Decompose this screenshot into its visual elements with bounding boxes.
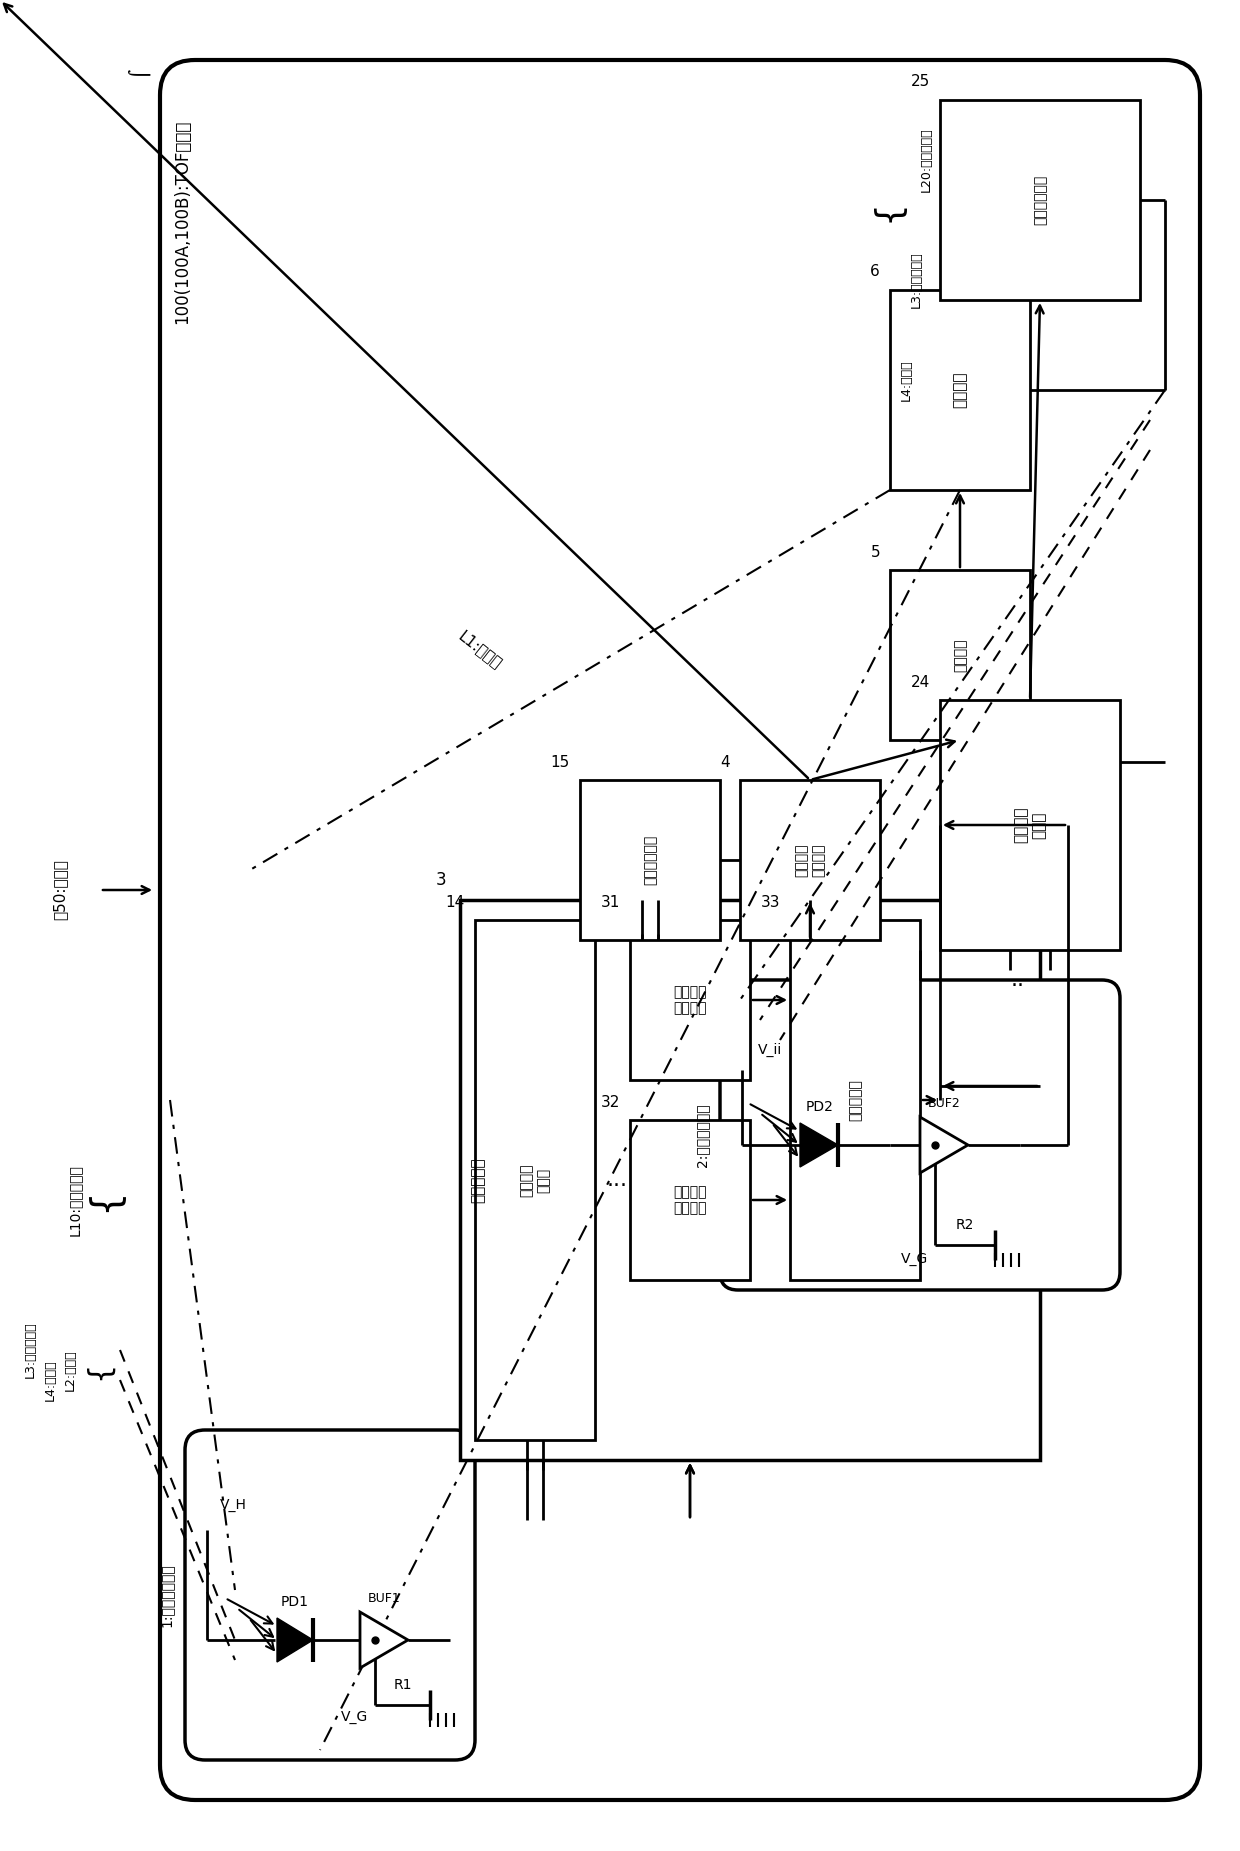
Polygon shape	[800, 1124, 838, 1166]
Text: ⌠: ⌠	[125, 65, 148, 76]
Text: L2:反射光: L2:反射光	[63, 1349, 77, 1390]
Bar	[890, 291, 1030, 491]
Polygon shape	[277, 1618, 312, 1662]
Text: 距离运算部: 距离运算部	[848, 1079, 862, 1122]
Text: 6: 6	[870, 265, 880, 280]
Text: ..: ..	[1011, 970, 1025, 990]
Text: 发光元件: 发光元件	[952, 372, 967, 409]
Text: 3: 3	[435, 872, 446, 888]
Text: 15: 15	[551, 755, 570, 770]
Text: PD1: PD1	[281, 1596, 309, 1609]
Text: 100(100A,100B):TOF传感器: 100(100A,100B):TOF传感器	[174, 120, 191, 324]
Bar	[740, 779, 880, 940]
Bar	[460, 900, 1040, 1460]
Text: ～50:对象物: ～50:对象物	[52, 859, 67, 920]
Text: 第二数字
运算部: 第二数字 运算部	[1014, 807, 1047, 844]
Text: 5: 5	[870, 544, 880, 559]
Text: 33: 33	[760, 894, 780, 909]
Bar	[790, 920, 920, 1281]
Text: L1:出射光: L1:出射光	[455, 629, 505, 672]
Text: BUF1: BUF1	[367, 1592, 401, 1605]
Text: {: {	[84, 1188, 122, 1212]
Text: BUF2: BUF2	[928, 1096, 960, 1109]
Text: 31: 31	[600, 894, 620, 909]
Text: 第一数字
运算部: 第一数字 运算部	[520, 1162, 551, 1198]
Bar	[580, 779, 720, 940]
Text: V_G: V_G	[901, 1251, 929, 1266]
Text: 4: 4	[720, 755, 730, 770]
Text: L20:第二入射光: L20:第二入射光	[920, 128, 932, 193]
Text: 第一判断电路: 第一判断电路	[644, 835, 657, 885]
Text: V_G: V_G	[341, 1710, 368, 1723]
Text: 第二判断电路: 第二判断电路	[1033, 174, 1047, 226]
Text: 32: 32	[600, 1094, 620, 1109]
Text: R2: R2	[956, 1218, 975, 1233]
Text: L10:第一入射光: L10:第一入射光	[68, 1164, 82, 1236]
Text: 24: 24	[910, 674, 930, 690]
Polygon shape	[920, 1116, 968, 1174]
Polygon shape	[360, 1612, 408, 1668]
Text: {: {	[83, 1360, 113, 1379]
Text: 1:第一光接收部: 1:第一光接收部	[160, 1562, 174, 1627]
FancyBboxPatch shape	[720, 979, 1120, 1290]
Text: 第二时间
差提取部: 第二时间 差提取部	[673, 1185, 707, 1214]
Text: L3:内部反射光: L3:内部反射光	[24, 1322, 36, 1379]
Text: V_ii: V_ii	[758, 1042, 782, 1057]
Text: PD2: PD2	[806, 1099, 835, 1114]
Text: 14: 14	[445, 894, 465, 909]
Text: 25: 25	[910, 74, 930, 89]
Text: V_H: V_H	[219, 1497, 247, 1512]
Text: L3:内部反射光: L3:内部反射光	[910, 252, 923, 309]
Bar	[630, 1120, 750, 1281]
Text: L4:环境光: L4:环境光	[43, 1359, 57, 1401]
Bar	[940, 700, 1120, 950]
Bar	[890, 570, 1030, 740]
Text: 2:第二光接收部: 2:第二光接收部	[694, 1103, 709, 1166]
Text: R1: R1	[394, 1679, 412, 1692]
Bar	[940, 100, 1140, 300]
Bar	[630, 920, 750, 1079]
Text: L4:环境光: L4:环境光	[900, 359, 913, 402]
FancyBboxPatch shape	[160, 59, 1200, 1799]
Bar	[475, 920, 595, 1440]
Text: 距离测定部: 距离测定部	[470, 1157, 486, 1203]
FancyBboxPatch shape	[185, 1431, 475, 1760]
Text: 第一时间
差提取部: 第一时间 差提取部	[673, 985, 707, 1014]
Text: 驱动电路: 驱动电路	[954, 639, 967, 672]
Text: 基准脉冲
生成电路: 基准脉冲 生成电路	[795, 844, 825, 877]
Text: ...: ...	[606, 1170, 627, 1190]
Text: {: {	[870, 198, 905, 222]
